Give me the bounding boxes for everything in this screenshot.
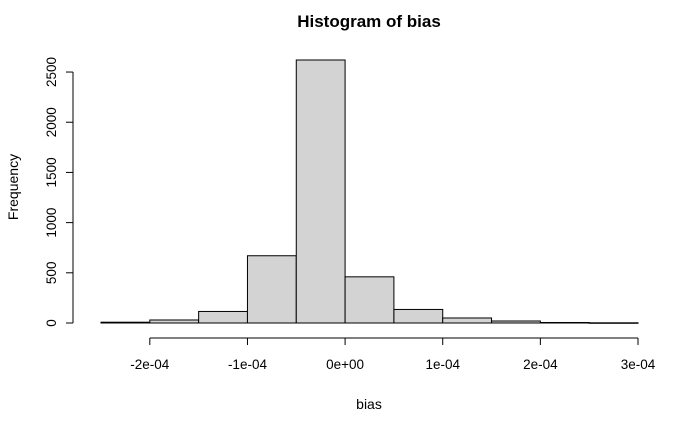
histogram-bar xyxy=(442,317,493,324)
histogram-bar xyxy=(393,308,444,324)
histogram-bar xyxy=(100,321,151,324)
histogram-bar xyxy=(539,321,590,324)
histogram-bar xyxy=(149,319,200,324)
x-tick-label: 1e-04 xyxy=(425,357,460,372)
x-axis-title: bias xyxy=(356,396,382,412)
x-tick-label: -2e-04 xyxy=(130,357,170,372)
histogram-bar xyxy=(246,255,297,324)
y-tick-label: 2500 xyxy=(44,57,59,87)
y-axis-title: Frequency xyxy=(5,154,21,220)
y-tick-label: 500 xyxy=(44,262,59,285)
x-tick-label: 3e-04 xyxy=(621,357,656,372)
y-tick-label: 0 xyxy=(44,319,59,327)
histogram-bar xyxy=(491,320,541,324)
histogram-bar xyxy=(344,276,395,324)
x-tick-label: -1e-04 xyxy=(228,357,268,372)
y-tick-label: 2000 xyxy=(44,107,59,137)
x-axis: -2e-04 -1e-04 0e+00 1e-04 2e-04 3e-04 xyxy=(130,337,656,372)
bars-layer xyxy=(100,59,639,324)
y-axis: 0 500 1000 1500 2000 2500 xyxy=(44,57,74,327)
histogram-bar xyxy=(588,322,639,324)
chart-title: Histogram of bias xyxy=(297,12,441,31)
x-tick-label: 0e+00 xyxy=(326,357,364,372)
x-tick-label: 2e-04 xyxy=(523,357,558,372)
histogram-bar xyxy=(198,310,248,324)
histogram-bar xyxy=(295,59,346,324)
y-tick-label: 1000 xyxy=(44,208,59,238)
y-tick-label: 1500 xyxy=(44,157,59,187)
